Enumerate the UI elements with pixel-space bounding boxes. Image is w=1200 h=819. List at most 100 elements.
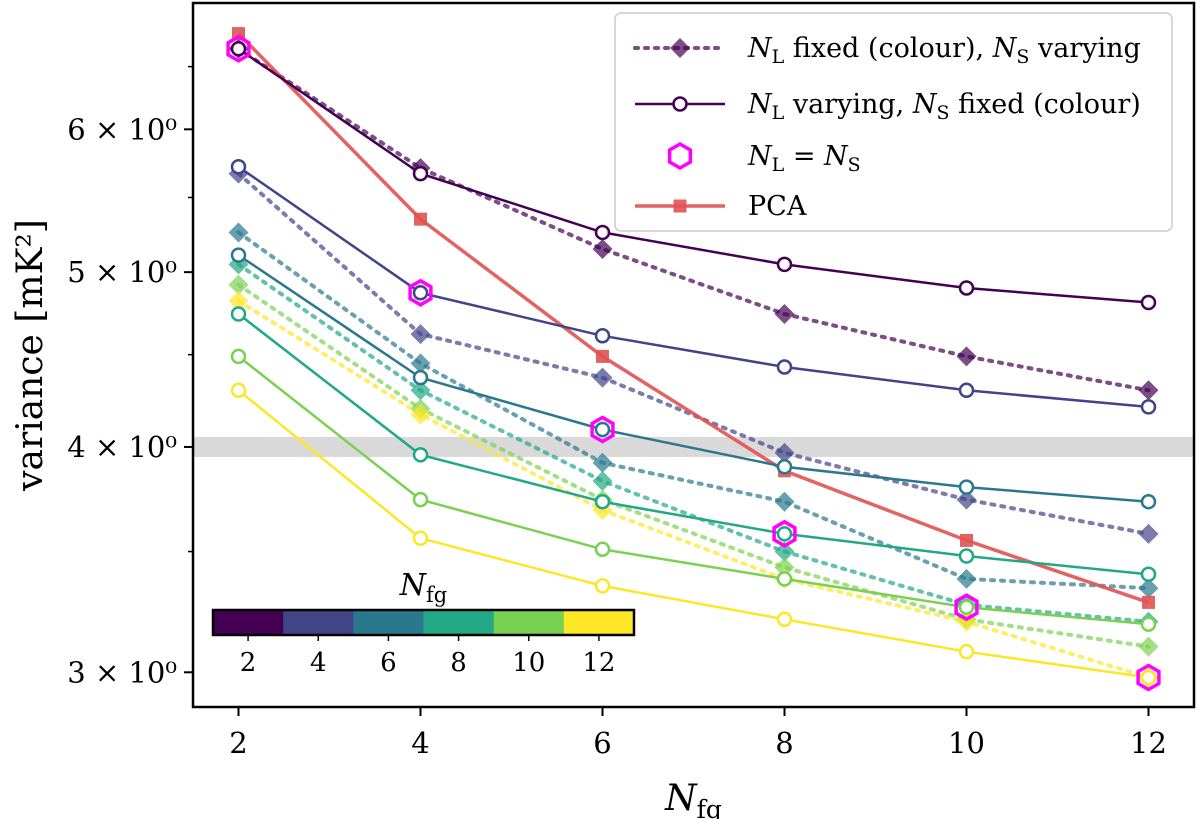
solid-series-line [237, 47, 1149, 304]
x-tick-label: 12 [1130, 726, 1167, 760]
solid-series-marker [1140, 294, 1157, 311]
dotted-series-line [236, 298, 1151, 680]
colorbar-tick-label: 8 [450, 648, 467, 678]
dotted-series-marker [774, 442, 795, 463]
dotted-series-marker [1138, 578, 1159, 599]
legend-circle-marker [672, 96, 688, 112]
legend: NL fixed (colour), NS varying NL varying,… [614, 12, 1173, 232]
solid-series-marker [594, 328, 611, 344]
solid-series-marker [776, 459, 793, 475]
x-tick-label: 2 [229, 726, 247, 760]
solid-series-marker [776, 526, 793, 542]
solid-series-marker [594, 493, 611, 510]
plot-frame [191, 1, 1196, 709]
colorbar-tick-label: 6 [380, 648, 397, 678]
x-tick-label: 6 [593, 726, 611, 760]
y-tick-label: 6 × 10⁰ [67, 112, 177, 146]
y-axis-title: variance [mK²] [10, 219, 51, 492]
pca-marker [960, 533, 973, 547]
solid-series-marker [412, 369, 429, 386]
colorbar-tick-label: 12 [582, 648, 615, 678]
solid-series-marker [412, 491, 429, 508]
solid-series-line [237, 165, 1149, 409]
solid-series-line [237, 389, 1149, 679]
equal-marker [408, 278, 433, 307]
solid-series-marker [1140, 669, 1157, 686]
equal-marker [1136, 663, 1161, 692]
dotted-series-marker [956, 346, 977, 367]
colorbar-segment [423, 610, 495, 635]
legend-hexagon-marker [667, 141, 693, 171]
dotted-series-marker [592, 238, 613, 259]
equal-marker [772, 519, 797, 548]
solid-series-marker [776, 359, 793, 375]
solid-series-marker [776, 571, 793, 587]
legend-box [614, 12, 1173, 232]
dotted-series-marker [228, 290, 249, 311]
colorbar-segment [283, 610, 354, 635]
dotted-series-marker [774, 491, 795, 512]
solid-series-marker [776, 611, 793, 628]
dotted-series-marker [956, 489, 977, 510]
legend-label: NL varying, NS fixed (colour) [747, 89, 1141, 124]
pca-marker [596, 349, 609, 363]
y-tick-label: 5 × 10⁰ [67, 255, 177, 289]
solid-series-marker [230, 382, 247, 399]
solid-series-marker [958, 280, 975, 296]
dotted-series-marker [410, 380, 431, 401]
solid-series-marker [230, 348, 247, 365]
x-tick-label: 4 [411, 726, 429, 760]
solid-series-marker [230, 159, 247, 175]
equal-marker [590, 415, 615, 444]
legend-diamond-marker [670, 38, 690, 58]
colorbar-tick-label: 10 [512, 648, 545, 678]
solid-series-marker [958, 382, 975, 399]
colorbar: Nfg 2 4 6 8 10 12 [211, 568, 636, 678]
colorbar-segment [353, 610, 424, 635]
dotted-series-line [236, 282, 1151, 649]
legend-pca-marker [673, 199, 687, 213]
solid-series-marker [412, 165, 429, 182]
dotted-series-marker [592, 470, 613, 491]
series-layer [226, 27, 1161, 692]
y-tick-label: 3 × 10⁰ [67, 655, 177, 689]
dotted-series-marker [774, 303, 795, 324]
dotted-series-line [236, 262, 1151, 624]
solid-series-marker [594, 541, 611, 558]
dotted-series-line [236, 230, 1151, 591]
pca-marker [414, 212, 427, 226]
solid-series-marker [412, 447, 429, 463]
solid-series-marker [958, 599, 975, 615]
solid-series-marker [958, 643, 975, 660]
solid-series-marker [958, 548, 975, 564]
dotted-series-marker [228, 274, 249, 295]
equal-marker [226, 34, 251, 63]
pca-line [237, 32, 1150, 605]
pca-marker [1142, 595, 1155, 609]
legend-label: PCA [748, 191, 807, 222]
equal-marker [954, 593, 979, 622]
solid-series-marker [958, 479, 975, 495]
dotted-series-marker [774, 541, 795, 562]
legend-label: NL = NS [747, 141, 861, 176]
solid-series-marker [1140, 616, 1157, 632]
solid-series-marker [230, 41, 247, 57]
legend-label: NL fixed (colour), NS varying [747, 33, 1141, 68]
dotted-series-line [236, 46, 1151, 393]
solid-series-line [237, 355, 1149, 626]
colorbar-outline [211, 608, 636, 637]
dotted-series-marker [592, 452, 613, 473]
plot-border [191, 1, 1196, 709]
dotted-series-marker [956, 568, 977, 589]
dotted-series-marker [410, 404, 431, 425]
solid-series-line [237, 313, 1149, 576]
x-axis-title: Nfg [664, 778, 722, 819]
colorbar-segment [563, 610, 635, 635]
colorbar-tick-label: 2 [240, 648, 257, 678]
x-tick-label: 8 [775, 726, 793, 760]
solid-series-marker [1140, 493, 1157, 510]
dotted-series-marker [410, 353, 431, 374]
dotted-series-marker [774, 557, 795, 578]
solid-series-marker [230, 306, 247, 322]
solid-series-marker [594, 421, 611, 438]
